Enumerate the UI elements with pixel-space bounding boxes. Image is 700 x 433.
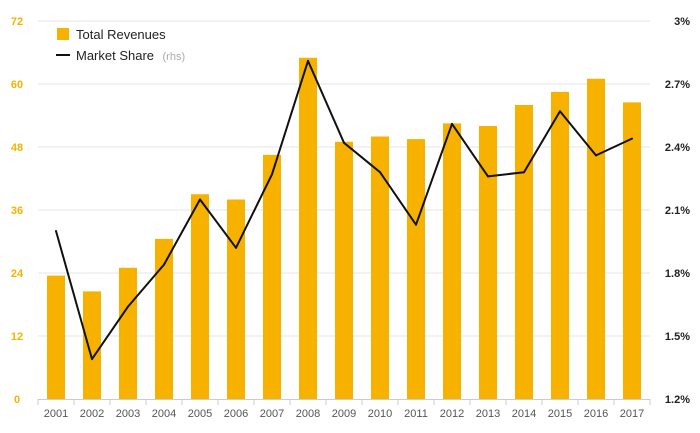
left-tick-label: 72 — [11, 16, 23, 28]
line-point — [163, 263, 165, 266]
bar — [47, 275, 65, 399]
bar — [155, 238, 173, 399]
right-tick-label: 1.2% — [665, 394, 690, 406]
left-tick-label: 24 — [11, 268, 24, 280]
line-point — [631, 137, 633, 140]
line-point — [235, 246, 237, 249]
left-tick-label: 48 — [11, 142, 23, 154]
x-tick-label: 2009 — [332, 408, 356, 420]
bar — [371, 136, 389, 399]
x-tick-label: 2001 — [44, 408, 68, 420]
legend-swatch-total-revenues — [57, 28, 69, 40]
legend-label-market-share: Market Share (rhs) — [76, 47, 185, 64]
right-tick-label: 1.5% — [665, 331, 690, 343]
x-tick-label: 2003 — [116, 408, 140, 420]
left-tick-label: 60 — [11, 79, 23, 91]
left-tick-label: 36 — [11, 205, 23, 217]
bar — [335, 141, 353, 399]
line-point — [559, 110, 561, 113]
left-axis-ticks: 0 12 24 36 48 60 72 — [11, 16, 24, 406]
line-point — [199, 198, 201, 201]
line-point — [343, 141, 345, 144]
line-series-market-share — [55, 59, 633, 361]
bar — [263, 154, 281, 399]
line-point — [379, 171, 381, 174]
bar — [191, 194, 209, 399]
line-point — [451, 122, 453, 125]
bar — [587, 78, 605, 399]
right-axis-ticks: 1.2% 1.5% 1.8% 2.1% 2.4% 2.7% 3% — [665, 16, 690, 406]
x-tick-label: 2005 — [188, 408, 212, 420]
legend-label-total-revenues: Total Revenues — [76, 27, 166, 42]
x-tick-label: 2015 — [548, 408, 572, 420]
x-tick-label: 2008 — [296, 408, 320, 420]
bar — [551, 91, 569, 399]
bar — [299, 57, 317, 399]
line-point — [307, 59, 309, 62]
bar — [407, 139, 425, 399]
x-tick-label: 2006 — [224, 408, 248, 420]
right-tick-label: 1.8% — [665, 268, 690, 280]
line-point — [271, 173, 273, 176]
x-tick-label: 2011 — [404, 408, 428, 420]
legend-label-market-share-suffix: (rhs) — [163, 51, 186, 63]
line-point — [91, 358, 93, 361]
line-point — [127, 305, 129, 308]
x-tick-label: 2012 — [440, 408, 464, 420]
x-tick-label: 2007 — [260, 408, 284, 420]
line-point — [523, 171, 525, 174]
bar-series-total-revenues — [47, 57, 641, 399]
x-tick-label: 2004 — [152, 408, 176, 420]
bar — [119, 267, 137, 399]
bar — [443, 123, 461, 399]
x-tick-label: 2010 — [368, 408, 392, 420]
left-tick-label: 0 — [14, 394, 20, 406]
line-point — [415, 223, 417, 226]
x-tick-label: 2002 — [80, 408, 104, 420]
x-tick-label: 2016 — [584, 408, 608, 420]
bar — [479, 126, 497, 399]
bar — [515, 105, 533, 399]
x-axis: 2001 2002 2003 2004 2005 2006 2007 2008 2009 2010… — [37, 399, 651, 420]
bar — [227, 199, 245, 399]
x-tick-label: 2013 — [476, 408, 500, 420]
legend-label-market-share-name: Market Share — [76, 48, 154, 63]
right-tick-label: 2.1% — [665, 205, 690, 217]
line-point — [55, 230, 57, 232]
right-tick-label: 3% — [674, 16, 690, 28]
legend: Total Revenues Market Share (rhs) — [56, 27, 185, 64]
left-tick-label: 12 — [11, 331, 23, 343]
right-tick-label: 2.4% — [665, 142, 690, 154]
bar — [623, 102, 641, 399]
x-tick-label: 2014 — [512, 408, 536, 420]
right-tick-label: 2.7% — [665, 79, 690, 91]
bar — [83, 291, 101, 399]
line-point — [487, 175, 489, 178]
x-tick-label: 2017 — [620, 408, 644, 420]
line-point — [595, 154, 597, 157]
